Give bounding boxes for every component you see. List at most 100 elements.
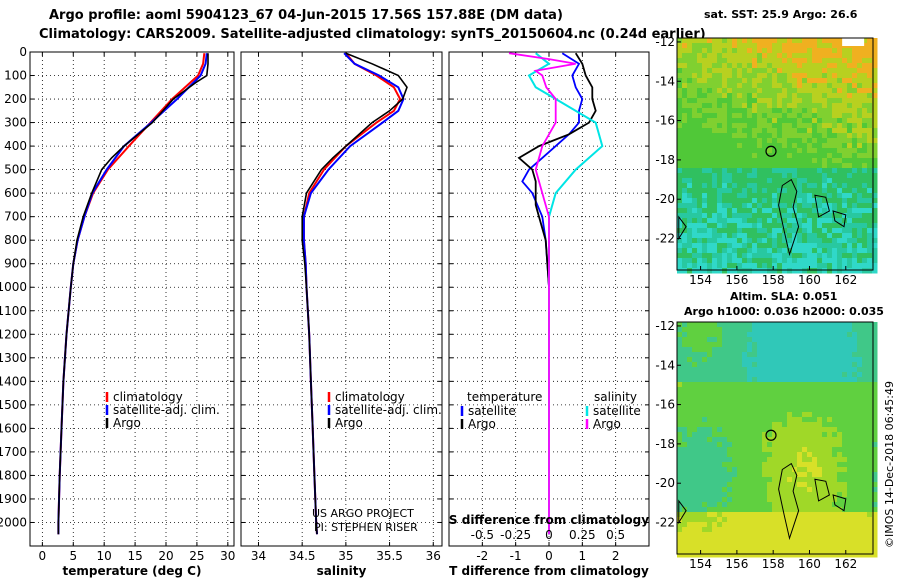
map-cell (862, 447, 868, 453)
map-cell (717, 243, 723, 249)
map-cell (862, 193, 868, 199)
map-cell (697, 337, 703, 343)
map-cell (677, 123, 683, 129)
map-cell (822, 427, 828, 433)
map-cell (837, 342, 843, 348)
map-cell (797, 527, 803, 533)
map-cell (832, 143, 838, 149)
map-cell (777, 362, 783, 368)
map-cell (867, 552, 873, 558)
map-cell (722, 537, 728, 543)
map-cell (802, 118, 808, 124)
map-cell (747, 342, 753, 348)
map-cell (802, 507, 808, 513)
map-cell (822, 522, 828, 528)
map-cell (842, 487, 848, 493)
map-cell (832, 123, 838, 129)
map-cell (792, 367, 798, 373)
map-cell (742, 467, 748, 473)
map-cell (727, 367, 733, 373)
map-cell (697, 163, 703, 169)
map-cell (772, 547, 778, 553)
map-cell (807, 73, 813, 79)
map-cell (717, 188, 723, 194)
map-cell (777, 382, 783, 388)
legend-label: Argo (468, 417, 496, 431)
map-cell (827, 223, 833, 229)
map-cell (792, 138, 798, 144)
map-cell (862, 68, 868, 74)
map-cell (682, 243, 688, 249)
map-cell (832, 163, 838, 169)
map-cell (682, 143, 688, 149)
map-cell (677, 193, 683, 199)
map-cell (782, 58, 788, 64)
map-cell (677, 442, 683, 448)
map-cell (847, 427, 853, 433)
map-cell (792, 517, 798, 523)
map-cell (782, 223, 788, 229)
map-cell (702, 327, 708, 333)
map-cell (687, 382, 693, 388)
map-cell (697, 183, 703, 189)
float-position-marker (765, 145, 777, 157)
map-cell (722, 153, 728, 159)
map-cell (692, 347, 698, 353)
map-cell (707, 43, 713, 49)
map-cell (862, 133, 868, 139)
map-cell (752, 38, 758, 44)
map-cell (832, 422, 838, 428)
map-cell (752, 168, 758, 174)
map-cell (727, 342, 733, 348)
map-cell (712, 133, 718, 139)
map-cell (697, 193, 703, 199)
map-cell (747, 482, 753, 488)
map-cell (677, 477, 683, 483)
map-cell (707, 243, 713, 249)
map-cell (802, 138, 808, 144)
map-cell (732, 73, 738, 79)
map-cell (727, 362, 733, 368)
map-cell (742, 492, 748, 498)
map-cell (722, 233, 728, 239)
map-cell (722, 263, 728, 269)
map-cell (767, 83, 773, 89)
map-cell (862, 467, 868, 473)
map-cell (747, 492, 753, 498)
map-field (677, 322, 878, 558)
map-cell (872, 487, 878, 493)
map-cell (822, 43, 828, 49)
map-cell (712, 53, 718, 59)
map-cell (747, 53, 753, 59)
map-cell (872, 223, 878, 229)
map-cell (797, 547, 803, 553)
map-cell (867, 123, 873, 129)
map-cell (822, 73, 828, 79)
map-cell (727, 238, 733, 244)
map-cell (677, 457, 683, 463)
map-cell (852, 253, 858, 259)
map-cell (742, 547, 748, 553)
map-cell (822, 88, 828, 94)
map-cell (822, 223, 828, 229)
map-cell (847, 412, 853, 418)
map-cell (727, 143, 733, 149)
map-cell (872, 93, 878, 99)
map-cell (782, 467, 788, 473)
map-cell (852, 103, 858, 109)
map-cell (817, 422, 823, 428)
map-cell (787, 218, 793, 224)
map-cell (812, 248, 818, 254)
map-cell (677, 357, 683, 363)
map-cell (867, 467, 873, 473)
map-cell (872, 58, 878, 64)
map-cell (787, 193, 793, 199)
map-cell (677, 512, 683, 518)
map-cell (692, 462, 698, 468)
map-cell (812, 427, 818, 433)
map-cell (847, 198, 853, 204)
map-cell (737, 213, 743, 219)
map-cell (802, 337, 808, 343)
map-cell (757, 397, 763, 403)
map-cell (807, 342, 813, 348)
